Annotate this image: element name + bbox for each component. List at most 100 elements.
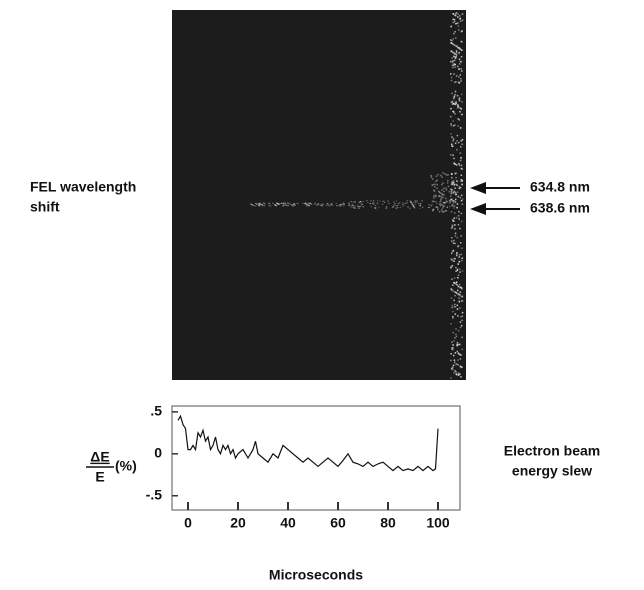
speckle — [453, 55, 456, 58]
speckle — [440, 197, 443, 199]
speckle — [460, 93, 463, 96]
speckle — [366, 200, 368, 202]
speckle — [458, 353, 461, 356]
speckle — [302, 202, 304, 204]
speckle — [452, 368, 454, 371]
speckle — [458, 255, 460, 258]
speckle — [461, 198, 464, 200]
speckle — [451, 237, 453, 239]
speckle — [436, 179, 438, 181]
speckle — [395, 207, 398, 209]
speckle — [417, 203, 420, 205]
speckle — [431, 184, 433, 187]
speckle — [460, 376, 462, 378]
speckle — [434, 183, 436, 185]
speckle — [430, 205, 432, 207]
speckle — [453, 361, 456, 364]
speckle — [451, 366, 454, 369]
speckle — [440, 198, 442, 201]
speckle — [458, 297, 460, 300]
speckle — [454, 352, 457, 354]
speckle — [342, 202, 345, 204]
speckle — [458, 373, 461, 375]
speckle — [258, 205, 261, 207]
speckle — [428, 204, 430, 206]
speckle — [453, 182, 455, 184]
speckle — [262, 202, 265, 204]
speckle — [442, 182, 444, 184]
speckle — [370, 200, 372, 202]
speckle — [451, 92, 453, 95]
speckle — [455, 172, 457, 174]
speckle — [306, 205, 308, 207]
speckle — [458, 343, 460, 346]
speckle — [359, 206, 361, 208]
speckle — [411, 203, 414, 205]
speckle — [434, 195, 437, 198]
speckle — [452, 331, 455, 334]
speckle — [458, 99, 461, 102]
speckle — [458, 68, 460, 70]
speckle — [278, 202, 281, 204]
speckle — [342, 202, 345, 204]
speckle — [458, 210, 460, 213]
speckle — [461, 183, 463, 185]
speckle — [374, 207, 377, 209]
speckle — [358, 202, 361, 204]
speckle — [450, 39, 452, 41]
speckle — [456, 65, 459, 68]
speckle — [453, 207, 455, 209]
speckle — [456, 148, 458, 151]
speckle — [452, 125, 455, 127]
speckle — [419, 204, 421, 206]
speckle — [383, 200, 385, 202]
speckle — [451, 101, 453, 104]
speckle — [455, 193, 457, 196]
x-tick-label: 0 — [184, 515, 192, 531]
speckle — [450, 60, 452, 63]
speckle — [454, 257, 456, 260]
speckle — [450, 188, 452, 190]
speckle — [452, 220, 455, 222]
speckle — [455, 102, 457, 104]
speckle — [309, 202, 311, 204]
speckle — [453, 200, 456, 202]
speckle — [437, 208, 439, 211]
speckle — [322, 204, 324, 206]
speckle — [451, 183, 454, 186]
speckle — [419, 203, 422, 205]
speckle — [453, 44, 456, 46]
speckle — [451, 240, 453, 242]
speckle — [450, 353, 452, 355]
speckle — [455, 328, 457, 330]
speckle — [454, 44, 456, 47]
speckle — [442, 211, 445, 213]
speckle — [452, 179, 455, 182]
speckle — [419, 207, 421, 209]
speckle — [456, 363, 458, 365]
speckle — [456, 304, 459, 307]
speckle — [451, 304, 454, 307]
speckle — [457, 363, 459, 366]
speckle — [458, 98, 461, 101]
speckle — [392, 206, 395, 208]
speckle — [430, 174, 432, 177]
speckle — [452, 284, 454, 286]
speckle — [457, 105, 459, 108]
speckle — [430, 176, 433, 179]
speckle — [451, 347, 453, 349]
speckle — [454, 19, 456, 21]
speckle — [459, 271, 461, 273]
speckle — [432, 189, 435, 192]
speckle — [453, 94, 456, 96]
speckle — [451, 198, 453, 201]
speckle — [459, 48, 461, 50]
speckle — [447, 185, 450, 188]
speckle — [454, 124, 456, 126]
speckle — [285, 204, 287, 206]
speckle — [461, 348, 463, 351]
speckle — [438, 190, 440, 193]
speckle — [458, 300, 461, 303]
speckle — [282, 204, 285, 206]
speckle — [457, 293, 460, 296]
